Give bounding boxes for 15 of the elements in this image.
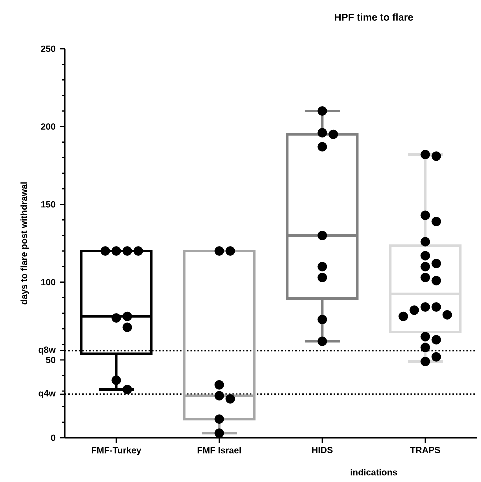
x-tick-label: FMF-Turkey [92,447,142,456]
y-tick-label: 250 [41,46,56,52]
y-axis-title: days to flare post withdrawal [20,182,30,305]
y-tick-label: 0 [51,434,56,442]
y-tick-label: 150 [42,201,56,208]
y-tick-label: 100 [42,279,56,286]
y-tick-label: q8w [38,346,56,355]
y-tick-label: 200 [41,124,56,130]
y-tick-label: q4w [38,390,56,398]
x-tick-label: HIDS [312,447,333,454]
x-tick-label: FMF Israel [198,447,242,454]
x-tick-label: TRAPS [410,447,440,454]
x-axis-title: indications [350,469,398,476]
chart-title: HPF time to flare [335,14,414,21]
y-tick-label: 50 [46,357,56,364]
